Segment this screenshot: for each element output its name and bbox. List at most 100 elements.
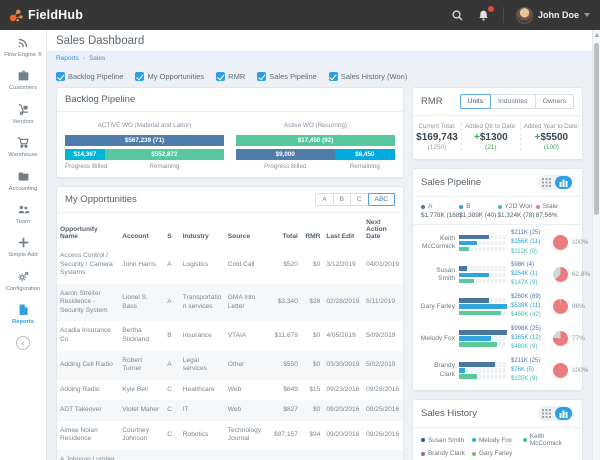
cell-opportunity-name[interactable]: Adding Cell Radio: [60, 360, 113, 368]
cell-opportunity-name[interactable]: Aaron Streiter Residence - Security Syst…: [60, 289, 108, 314]
col-account[interactable]: Account: [122, 233, 149, 240]
history-legend-item[interactable]: Susan Smith: [421, 433, 472, 447]
col-next-action-date[interactable]: Next Action Date: [366, 219, 387, 240]
backlog-total-bar: $567,239 (71): [65, 135, 224, 146]
col-industry[interactable]: Industry: [182, 233, 209, 240]
vertical-scrollbar[interactable]: [592, 30, 600, 460]
owner-name: Brandy Clark: [434, 362, 455, 378]
cell-opportunity-name[interactable]: Access Control / Security / Camera Syste…: [60, 252, 113, 277]
cell-s: A: [164, 450, 180, 460]
checkbox-checked-icon[interactable]: [328, 72, 338, 81]
value-a: $260K (89): [511, 293, 541, 300]
checkbox-checked-icon[interactable]: [216, 72, 226, 81]
opportunity-row[interactable]: A Johnson Lumber - Fire Alarm System - S…: [57, 449, 403, 460]
checkbox-checked-icon[interactable]: [56, 72, 65, 81]
grade-c-button[interactable]: C: [349, 193, 369, 206]
rmr-tabs: Units Industries Owners: [459, 94, 574, 109]
opportunity-row[interactable]: Aaron Streiter Residence - Security Syst…: [57, 283, 403, 322]
dashboard-filter[interactable]: My Opportunities: [135, 72, 204, 81]
sidebar-item-warehouse[interactable]: Warehouse: [0, 130, 46, 163]
value-y2d-won: $147K (9): [511, 280, 538, 287]
sidebar-item-team[interactable]: Team: [0, 197, 46, 230]
history-legend-item[interactable]: Brandy Clark: [421, 450, 472, 457]
cell-opportunity-name[interactable]: Aimee Nolan Residence: [60, 426, 98, 443]
sidebar-item-accounting[interactable]: Accounting: [0, 164, 46, 197]
pipeline-owner-row[interactable]: Susan Smith $98K (4) $254K (1) $147K (9): [419, 261, 590, 289]
cell-industry: Robotics: [182, 431, 209, 439]
pipeline-owner-row[interactable]: Gary Farley $260K (89) $538K (11) $450K …: [419, 293, 585, 321]
dashboard-filter[interactable]: RMR: [216, 72, 245, 81]
cell-rmr: $0: [301, 450, 323, 460]
owner-name: Keith McCormick: [422, 234, 455, 250]
fieldhub-logo-icon: [9, 9, 23, 22]
chart-view-icon[interactable]: [555, 407, 572, 421]
opportunity-row[interactable]: Adding Radio Kyle Bell C Healthcare Web …: [57, 380, 403, 401]
cell-source: Web: [227, 406, 242, 414]
history-legend-item[interactable]: Melody Fox: [471, 433, 523, 447]
view-toggle: [538, 406, 574, 422]
breadcrumb-current: Sales: [88, 55, 106, 62]
dashboard-filter[interactable]: Sales History (Won): [328, 72, 407, 81]
backlog-group-material-labor: ACTIVE WO (Material and Labor) $567,239 …: [65, 120, 224, 170]
grade-b-button[interactable]: B: [332, 193, 351, 206]
search-icon[interactable]: [451, 8, 465, 22]
app-logo[interactable]: FieldHub: [8, 7, 83, 23]
dashboard-filter[interactable]: Backlog Pipeline: [56, 72, 123, 81]
table-view-icon[interactable]: [540, 408, 553, 420]
sidebar-item-customers[interactable]: Customers: [0, 63, 46, 96]
sidebar-item-simple-add[interactable]: Simple Add: [0, 230, 46, 263]
axis-label: Remaining: [349, 163, 380, 170]
chart-view-icon[interactable]: [555, 176, 572, 189]
sidebar-item-reports[interactable]: Reports: [0, 297, 46, 330]
value-a: $98K (4): [511, 261, 535, 268]
cell-opportunity-name[interactable]: A Johnson Lumber - Fire Alarm System - S…: [60, 455, 115, 460]
backlog-pipeline-panel: Backlog Pipeline ACTIVE WO (Material and…: [56, 87, 404, 178]
opportunity-row[interactable]: Aimee Nolan Residence Courtney Johnson C…: [57, 421, 403, 450]
scrollbar-thumb[interactable]: [594, 43, 599, 215]
cell-opportunity-name[interactable]: Acadia Insurance Co: [60, 327, 111, 343]
table-view-icon[interactable]: [540, 177, 553, 189]
cell-rmr: $94: [309, 431, 321, 439]
pipeline-owner-row[interactable]: Melody Fox $998K (25) $365K (12) $480K (…: [419, 325, 585, 353]
owner-bars: [459, 329, 507, 349]
col-source[interactable]: Source: [227, 233, 251, 240]
col-opportunity-name[interactable]: Opportunity Name: [60, 226, 98, 240]
grade-abc-button[interactable]: ABC: [367, 193, 395, 206]
sidebar-item-configuration[interactable]: Configuration: [0, 264, 46, 297]
backlog-remaining-bar: $552,872: [104, 149, 224, 160]
dashboard-filter[interactable]: Sales Pipeline: [257, 72, 317, 81]
tab-industries[interactable]: Industries: [490, 94, 536, 109]
tab-owners[interactable]: Owners: [534, 94, 574, 109]
opportunity-row[interactable]: ADT Takeover Violet Maher C IT Web $827 …: [57, 400, 403, 421]
opportunity-row[interactable]: Adding Cell Radio Robert Turner A Legal …: [57, 350, 403, 380]
grade-a-button[interactable]: A: [315, 193, 334, 206]
history-legend-item[interactable]: Keith McCormick: [522, 433, 574, 447]
breadcrumb-reports-link[interactable]: Reports: [56, 55, 79, 62]
cell-opportunity-name[interactable]: Adding Radio: [60, 385, 100, 393]
col-rmr[interactable]: RMR: [305, 233, 321, 240]
sidebar-item-flow-engine[interactable]: Flow Engine ®: [0, 30, 46, 63]
cell-opportunity-name[interactable]: ADT Takeover: [60, 406, 102, 414]
opportunity-row[interactable]: Access Control / Security / Camera Syste…: [57, 246, 403, 284]
cell-industry: Transportation services: [182, 293, 222, 310]
col-last-edit[interactable]: Last Edit: [326, 233, 355, 240]
notifications-bell-icon[interactable]: [477, 6, 494, 22]
opportunity-row[interactable]: Acadia Insurance Co Bertha Stickland B I…: [57, 321, 403, 350]
pipeline-owner-row[interactable]: Brandy Clark $211K (25) $76K (5) $135K (…: [419, 357, 588, 385]
sidebar-collapse-button[interactable]: ‹: [16, 336, 30, 351]
col-total[interactable]: Total: [282, 233, 298, 240]
history-legend-item[interactable]: Gary Farley: [471, 450, 523, 457]
pipeline-owner-row[interactable]: Keith McCormick $211K (25) $156K (11) $1…: [419, 229, 588, 257]
cell-account: Courtney Johnson: [122, 426, 150, 443]
sidebar-item-vendors[interactable]: Vendors: [0, 97, 46, 130]
scroll-up-arrow-icon[interactable]: [594, 33, 599, 37]
tab-units[interactable]: Units: [459, 94, 492, 109]
cell-s: C: [167, 406, 172, 414]
checkbox-checked-icon[interactable]: [135, 72, 145, 81]
col-s[interactable]: S: [167, 233, 172, 240]
cell-total: $3,340: [277, 298, 298, 306]
cell-source: GMA Into Letter: [227, 293, 256, 310]
user-menu[interactable]: John Doe: [515, 6, 590, 24]
checkbox-checked-icon[interactable]: [257, 72, 267, 81]
value-b: $365K (12): [511, 334, 541, 341]
